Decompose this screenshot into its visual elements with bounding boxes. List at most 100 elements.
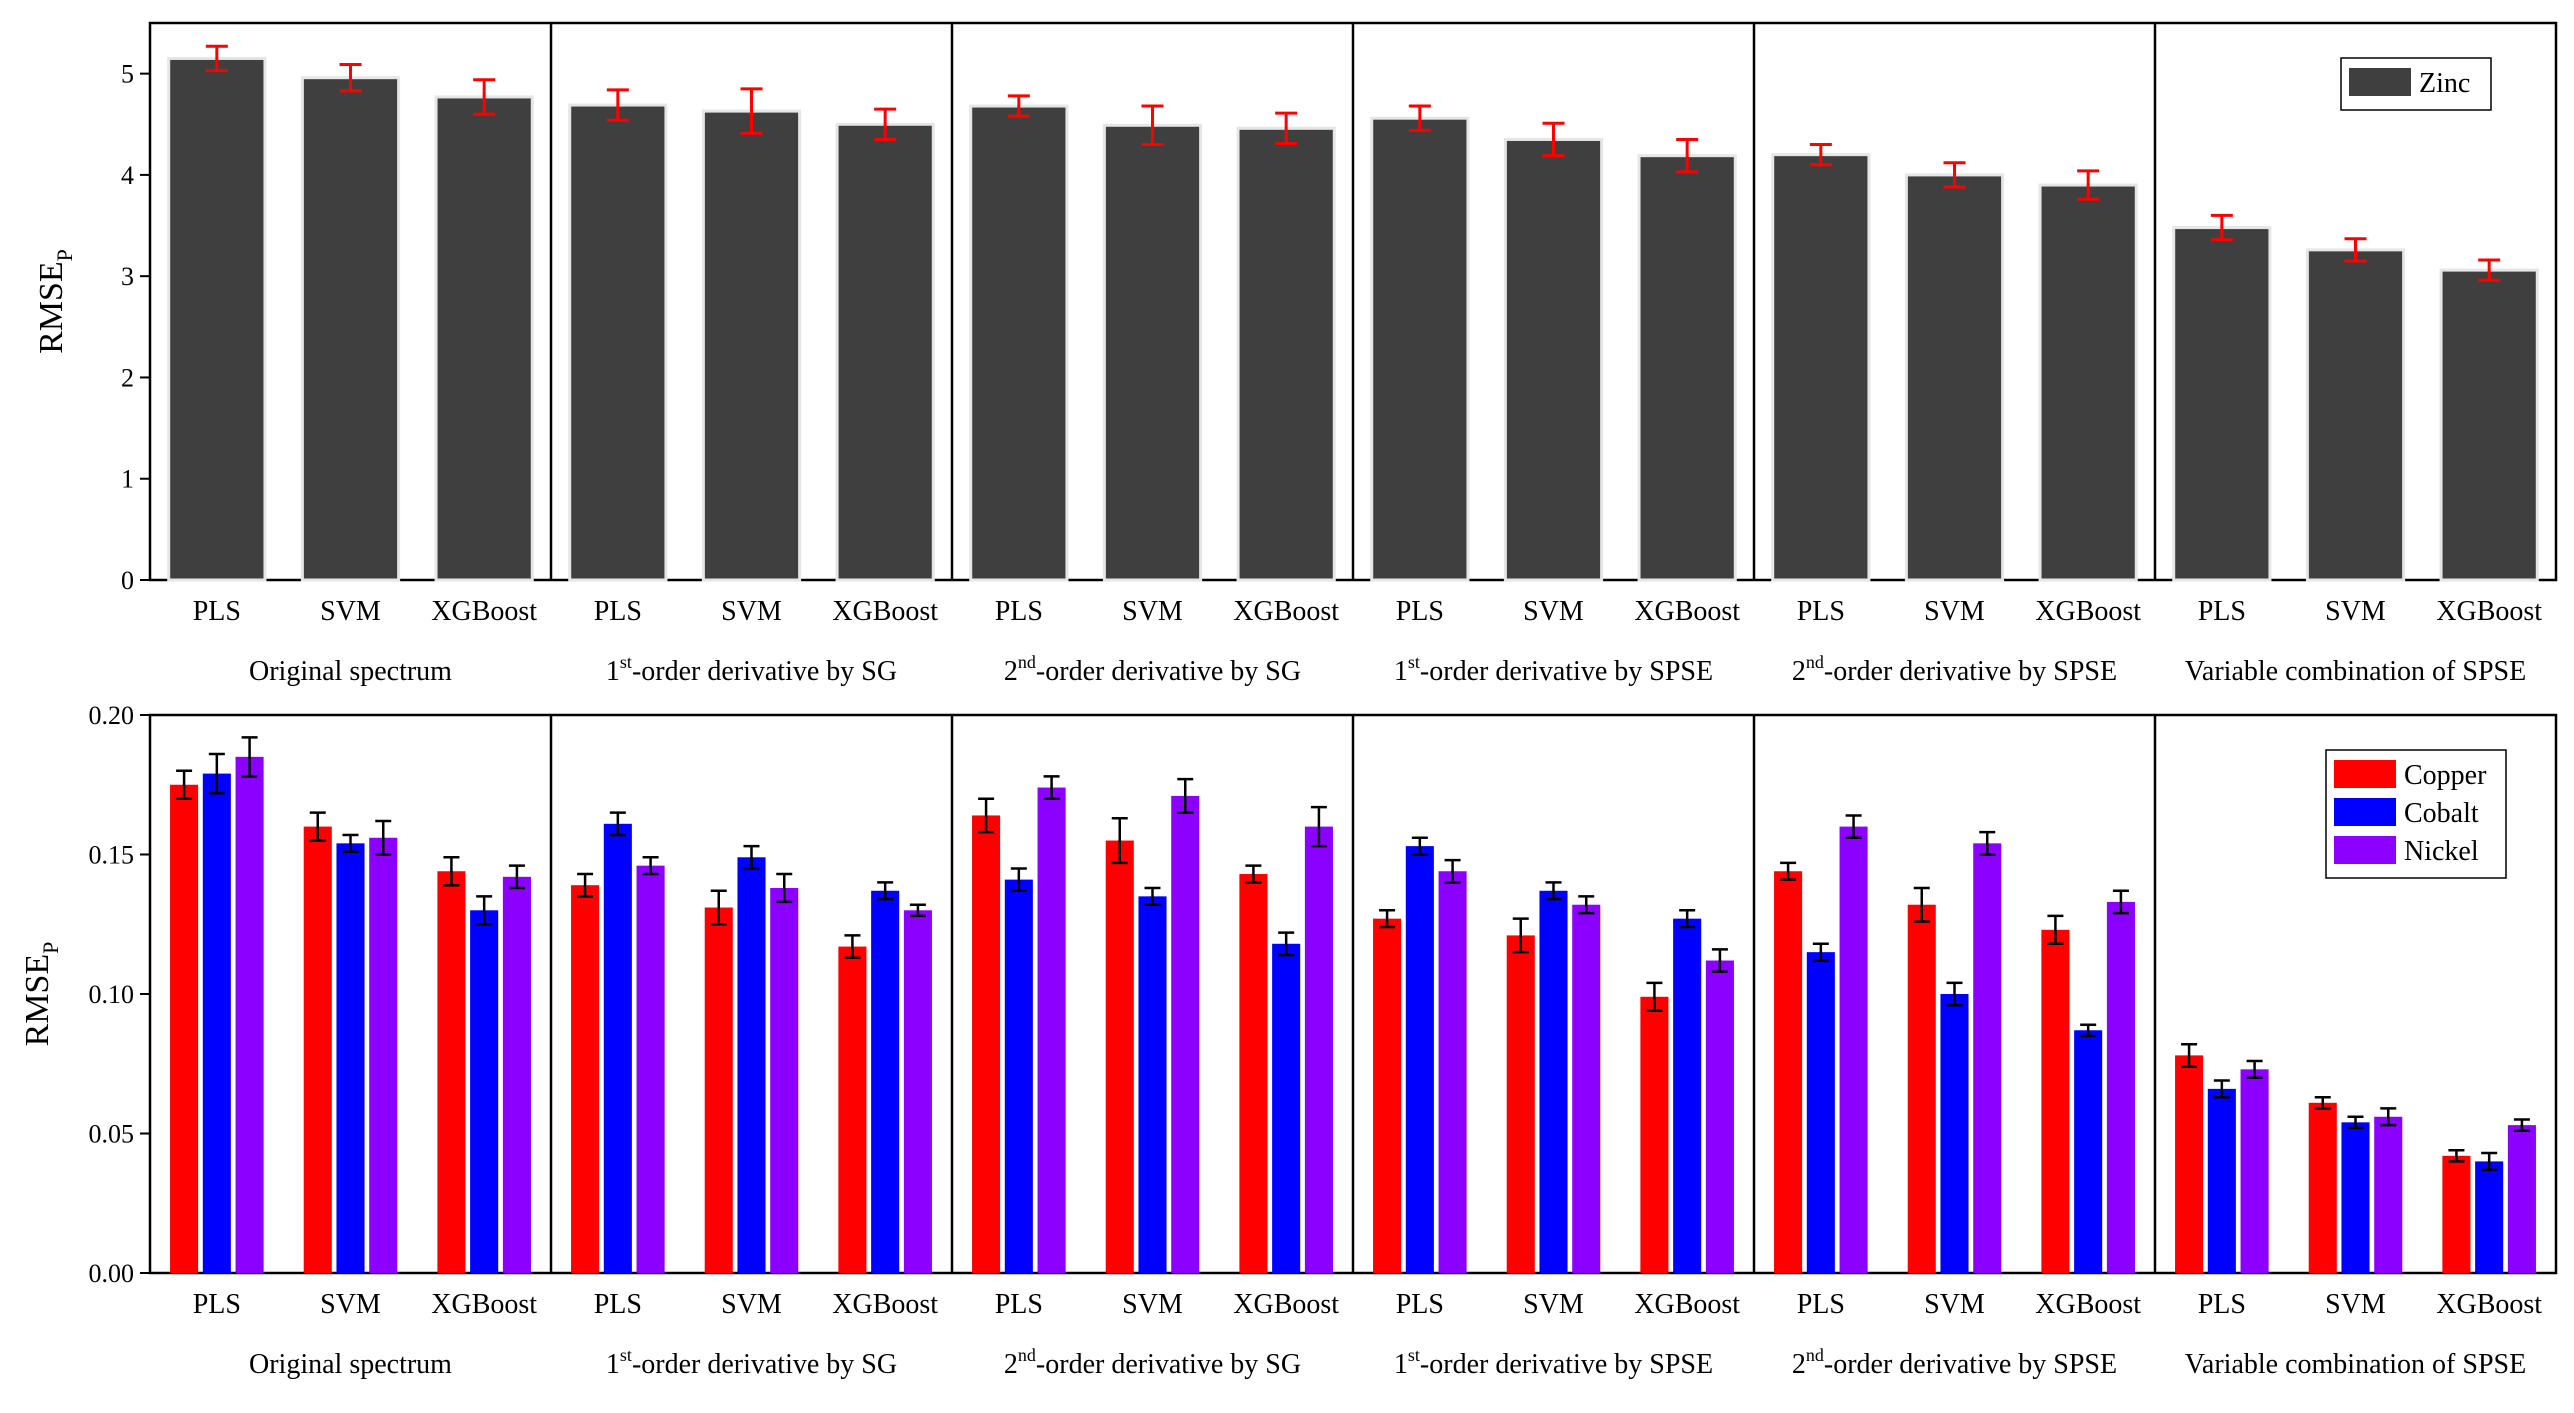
model-label-xgboost: XGBoost [832, 596, 938, 627]
bar-copper-xgboost [838, 946, 867, 1273]
bar-zinc-svm [1503, 137, 1604, 582]
bar-cobalt-xgboost [1673, 918, 1702, 1273]
model-label-xgboost: XGBoost [1634, 596, 1740, 627]
legend-label-zinc: Zinc [2419, 68, 2470, 99]
y-tick-label: 3 [121, 262, 134, 291]
model-label-pls: PLS [1396, 596, 1444, 627]
bar-nickel-xgboost [2106, 901, 2135, 1273]
model-label-xgboost: XGBoost [431, 1289, 537, 1320]
bar-cobalt-pls [202, 773, 231, 1273]
bar-copper-svm [704, 907, 733, 1273]
group-label: 2nd-order derivative by SPSE [1792, 1345, 2117, 1380]
bar-nickel-svm [770, 887, 799, 1273]
group-label: 2nd-order derivative by SG [1004, 652, 1301, 687]
legend: Copper Cobalt Nickel [2325, 749, 2507, 879]
model-label-pls: PLS [1797, 1289, 1845, 1320]
y-tick-label: 0.00 [89, 1259, 135, 1288]
bar-zinc-xgboost [2038, 183, 2138, 582]
legend-swatch-zinc [2349, 68, 2411, 96]
model-label-svm: SVM [1523, 1289, 1584, 1320]
model-label-svm: SVM [1122, 596, 1183, 627]
bar-nickel-pls [636, 865, 665, 1273]
bar-nickel-pls [1438, 871, 1467, 1273]
bar-copper-pls [571, 885, 600, 1273]
model-label-pls: PLS [1797, 596, 1845, 627]
bar-zinc-svm [2305, 248, 2406, 582]
bar-nickel-svm [1572, 904, 1601, 1273]
model-label-svm: SVM [721, 596, 782, 627]
bar-copper-pls [1774, 871, 1803, 1273]
bar-zinc-svm [300, 76, 401, 582]
bar-nickel-xgboost [1705, 960, 1734, 1273]
group-label: Original spectrum [249, 1349, 452, 1380]
bar-nickel-svm [2374, 1116, 2403, 1273]
bar-zinc-xgboost [2439, 268, 2539, 582]
legend-swatch-nickel [2334, 836, 2396, 864]
model-label-xgboost: XGBoost [832, 1289, 938, 1320]
bar-zinc-xgboost [1236, 126, 1336, 582]
bar-zinc-xgboost [1637, 154, 1737, 582]
bar-copper-svm [1105, 840, 1134, 1273]
y-tick-label: 4 [121, 161, 134, 190]
bar-cobalt-svm [336, 843, 365, 1273]
y-tick-label: 0.10 [89, 980, 135, 1009]
group-label: 1st-order derivative by SPSE [1394, 652, 1713, 687]
bar-cobalt-svm [1539, 890, 1568, 1273]
model-label-pls: PLS [594, 596, 642, 627]
y-tick-label: 2 [121, 363, 134, 392]
group-label: Variable combination of SPSE [2185, 656, 2526, 687]
model-label-svm: SVM [320, 596, 381, 627]
bar-cobalt-pls [2207, 1088, 2236, 1273]
y-tick-label: 0.20 [89, 701, 135, 730]
model-label-pls: PLS [995, 1289, 1043, 1320]
bar-copper-svm [303, 826, 332, 1273]
bar-zinc-xgboost [434, 95, 534, 582]
bar-copper-xgboost [1640, 996, 1669, 1273]
bar-cobalt-xgboost [470, 910, 499, 1273]
legend-swatch-copper [2334, 760, 2396, 788]
bar-copper-svm [1907, 904, 1936, 1273]
bar-cobalt-xgboost [2074, 1030, 2103, 1273]
bar-nickel-pls [1037, 787, 1066, 1273]
bar-nickel-svm [1973, 843, 2002, 1273]
group-label: 1st-order derivative by SG [606, 1345, 897, 1380]
model-label-svm: SVM [320, 1289, 381, 1320]
bar-zinc-pls [2172, 226, 2272, 582]
bar-cobalt-pls [1004, 879, 1033, 1273]
bar-cobalt-xgboost [1272, 943, 1301, 1273]
bar-nickel-xgboost [903, 910, 932, 1273]
bar-cobalt-svm [1138, 896, 1167, 1273]
model-label-pls: PLS [193, 596, 241, 627]
bar-zinc-pls [167, 56, 267, 582]
model-label-svm: SVM [2325, 596, 2386, 627]
y-tick-label: 1 [121, 465, 134, 494]
model-label-pls: PLS [1396, 1289, 1444, 1320]
legend: Zinc [2340, 57, 2492, 111]
bar-zinc-xgboost [835, 122, 935, 582]
bar-cobalt-xgboost [871, 890, 900, 1273]
bar-zinc-svm [1904, 173, 2005, 582]
model-label-svm: SVM [1924, 596, 1985, 627]
bar-zinc-svm [1102, 123, 1203, 582]
model-label-svm: SVM [1122, 1289, 1183, 1320]
legend-label-nickel: Nickel [2404, 836, 2479, 867]
bar-cobalt-svm [2341, 1122, 2370, 1273]
model-label-xgboost: XGBoost [1233, 596, 1339, 627]
bar-zinc-pls [1370, 116, 1470, 582]
group-label: 2nd-order derivative by SG [1004, 1345, 1301, 1380]
bar-copper-svm [1506, 935, 1535, 1273]
chart-panel-zinc: 0 1 2 3 4 5 RMSEP PLS SVM XGBoost Original spectru… [33, 21, 2558, 687]
bar-copper-pls [1373, 918, 1402, 1273]
y-axis-label: RMSEP [19, 942, 63, 1047]
group-label: Original spectrum [249, 656, 452, 687]
group-label: 2nd-order derivative by SPSE [1792, 652, 2117, 687]
y-axis-label: RMSEP [33, 249, 77, 354]
bar-copper-xgboost [2442, 1155, 2471, 1273]
bar-copper-pls [972, 815, 1001, 1273]
bar-nickel-xgboost [2507, 1125, 2536, 1273]
model-label-pls: PLS [2198, 1289, 2246, 1320]
bar-nickel-pls [1839, 826, 1868, 1273]
legend-label-cobalt: Cobalt [2404, 798, 2479, 829]
bar-nickel-pls [2240, 1069, 2269, 1273]
group-label: 1st-order derivative by SG [606, 652, 897, 687]
